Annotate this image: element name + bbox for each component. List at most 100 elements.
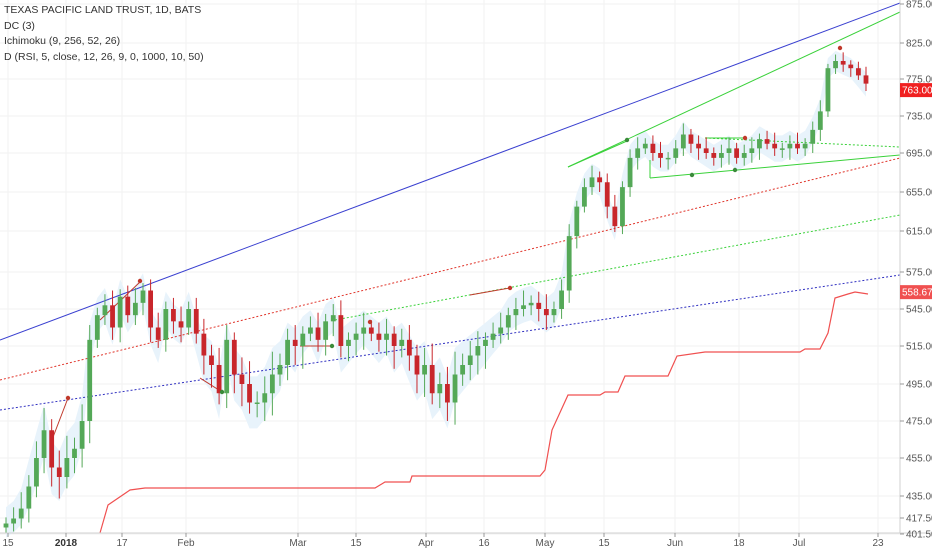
x-tick-label: 23 — [872, 538, 884, 549]
price-tag-label: 558.67 — [902, 288, 932, 299]
candle-body — [346, 339, 351, 346]
x-tick-label: Apr — [418, 538, 434, 549]
candle-body — [117, 296, 123, 328]
candle-body — [163, 309, 169, 340]
y-tick-label: 417.50 — [906, 514, 932, 525]
candle-body — [186, 309, 192, 328]
candle-body — [323, 321, 329, 340]
candle-body — [18, 508, 24, 519]
candle-body — [665, 157, 671, 160]
candle-body — [673, 148, 679, 158]
candle-body — [460, 365, 466, 375]
candle-body — [239, 374, 245, 384]
candle-body — [741, 153, 747, 158]
candle-body — [300, 333, 306, 346]
candle-body — [620, 187, 625, 227]
pivot-marker — [624, 137, 630, 143]
x-tick-label: Mar — [289, 538, 307, 549]
candle-body — [764, 139, 770, 144]
pivot-marker — [367, 319, 373, 325]
candle-body — [840, 61, 846, 65]
candle-body — [353, 333, 359, 340]
pivot-marker — [742, 135, 748, 141]
y-tick-label: 825.00 — [906, 39, 932, 50]
trendline — [0, 2, 901, 341]
trendline — [0, 157, 901, 381]
x-tick-label: 15 — [2, 538, 14, 549]
candle-body — [528, 302, 534, 306]
candle-body — [224, 339, 230, 394]
price-tag-box — [900, 83, 932, 98]
candle-body — [475, 346, 481, 356]
candle-body — [802, 143, 808, 149]
grid — [0, 0, 900, 535]
candle-body — [262, 393, 268, 403]
candle-body — [505, 315, 511, 328]
candle-body — [726, 148, 732, 153]
pivot-marker — [137, 278, 143, 284]
candle-body — [749, 148, 755, 153]
legend-dc: DC (3) — [4, 19, 35, 32]
kijun-line — [99, 291, 869, 534]
x-tick-label: Jun — [667, 538, 683, 549]
price-tag-label: 763.00 — [902, 86, 932, 97]
candle-body — [34, 458, 39, 487]
candle-body — [155, 327, 161, 340]
pivot-marker — [219, 389, 225, 395]
candle-body — [483, 339, 488, 346]
candle-body — [209, 355, 214, 365]
candle-body — [148, 290, 154, 328]
legend-rsi: D (RSI, 5, close, 12, 26, 9, 0, 1000, 10… — [4, 50, 204, 63]
candle-body — [452, 374, 458, 403]
candle-body — [26, 486, 32, 509]
candle-body — [231, 339, 237, 375]
candle-body — [795, 143, 800, 149]
y-axis: 875.00 825.00 775.00 735.00 695.00 655.00 615.… — [900, 0, 932, 541]
y-tick-label: 475.00 — [906, 417, 932, 428]
candle-body — [543, 309, 549, 316]
candle-body — [688, 134, 694, 144]
candle-body — [72, 448, 77, 458]
candle-body — [650, 143, 656, 153]
pivot-line — [469, 287, 511, 296]
chart-legend: TEXAS PACIFIC LAND TRUST, 1D, BATS DC (3… — [4, 3, 204, 65]
x-tick-label: Jul — [793, 538, 806, 549]
pivot-marker — [507, 285, 513, 291]
pivot-markers — [65, 45, 843, 401]
y-tick-label: 455.00 — [906, 454, 932, 465]
pivot-marker — [837, 45, 843, 51]
pivot-marker — [732, 167, 738, 173]
candle-body — [787, 143, 793, 149]
candle-body — [513, 309, 519, 316]
candle-body — [589, 177, 595, 188]
x-axis: 15 2018 17 Feb Mar 15 Apr 16 May 15 Jun 18 Jul 23 — [2, 533, 884, 549]
legend-ichimoku: Ichimoku (9, 256, 52, 26) — [4, 35, 121, 47]
candle-body — [132, 302, 138, 316]
candle-body — [848, 64, 854, 69]
candle-body — [642, 143, 648, 149]
price-tag-box — [900, 285, 932, 300]
candle-body — [467, 355, 473, 365]
candle-body — [855, 68, 861, 76]
candle-body — [384, 333, 389, 340]
candle-body — [193, 309, 199, 334]
candle-body — [817, 111, 823, 130]
candle-body — [734, 148, 740, 158]
candle-body — [315, 327, 321, 340]
y-tick-label: 495.00 — [906, 380, 932, 391]
candle-body — [604, 182, 610, 207]
candle-body — [391, 333, 397, 346]
candle-body — [376, 333, 382, 340]
candle-body — [41, 430, 47, 458]
candle-body — [445, 384, 450, 403]
x-tick-label: Feb — [177, 538, 195, 549]
candle-body — [521, 305, 526, 309]
candle-body — [597, 177, 603, 183]
candle-body — [201, 333, 207, 356]
candle-body — [559, 290, 564, 309]
trendline — [567, 11, 901, 168]
x-tick-label: 18 — [733, 538, 745, 549]
candle-body — [551, 309, 557, 316]
candle-body — [498, 327, 504, 334]
